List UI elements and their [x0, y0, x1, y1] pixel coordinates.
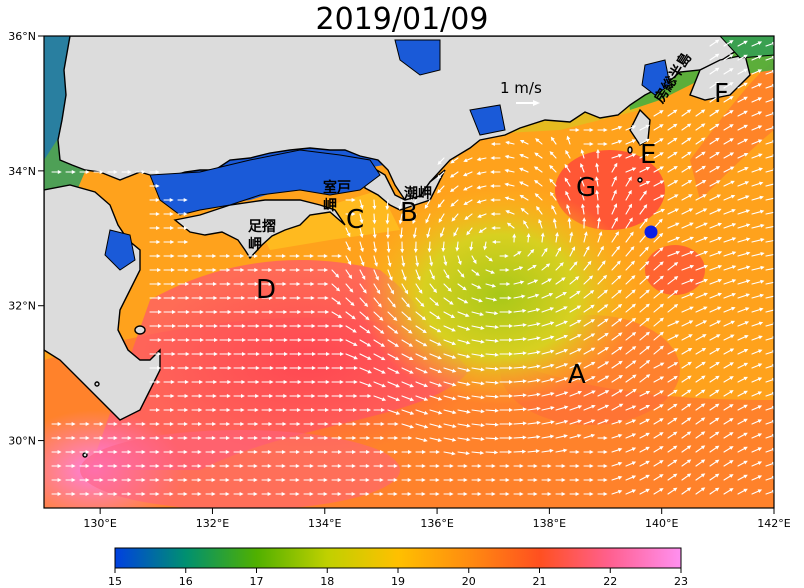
muroto-cape-label-line2: 岬 [323, 198, 337, 214]
region-label-d: D [256, 275, 276, 305]
y-tick-label: 36°N [8, 30, 36, 43]
colorbar-tick-label: 23 [674, 575, 688, 588]
observation-point-marker [644, 225, 658, 239]
y-axis: 36°N 34°N 32°N 30°N [8, 30, 44, 448]
colorbar-tick-label: 18 [320, 575, 334, 588]
muroto-cape-label-line1: 室戸 [323, 179, 351, 196]
x-tick-label: 132°E [196, 517, 229, 530]
colorbar-tick-label: 15 [108, 575, 122, 588]
current-vectors [51, 39, 774, 496]
colorbar-tick-label: 21 [533, 575, 547, 588]
sst-field [44, 36, 774, 508]
shiono-cape-label: 潮岬 [404, 185, 432, 202]
region-label-c: C [346, 205, 364, 235]
x-tick-label: 136°E [420, 517, 453, 530]
x-tick-label: 142°E [757, 517, 790, 530]
y-tick-label: 30°N [8, 435, 36, 448]
ashizuri-cape-label-line1: 足摺 [248, 219, 276, 235]
x-axis: 130°E 132°E 134°E 136°E 138°E 140°E 142°E [83, 508, 791, 530]
ashizuri-cape-label-line2: 岬 [248, 237, 262, 253]
colorbar-tick-label: 22 [603, 575, 617, 588]
x-tick-label: 140°E [645, 517, 678, 530]
map-frame [43, 35, 775, 509]
region-label-a: A [568, 360, 586, 390]
x-tick-label: 138°E [533, 517, 566, 530]
scale-arrow [516, 100, 540, 106]
y-tick-label: 34°N [8, 165, 36, 178]
y-tick-label: 32°N [8, 300, 36, 313]
region-label-f: F [714, 79, 729, 109]
x-tick-label: 130°E [83, 517, 116, 530]
map-title: 2019/01/09 [315, 2, 489, 37]
scale-label: 1 m/s [500, 79, 542, 97]
x-tick-label: 134°E [308, 517, 341, 530]
colorbar-tick-label: 17 [250, 575, 264, 588]
region-label-b: B [400, 198, 418, 228]
colorbar-ticks: 15 16 17 18 19 20 21 22 23 [108, 568, 688, 588]
colorbar [114, 547, 682, 569]
region-label-g: G [576, 173, 596, 203]
region-label-e: E [640, 140, 656, 170]
colorbar-tick-label: 16 [179, 575, 193, 588]
colorbar-tick-label: 19 [391, 575, 405, 588]
colorbar-tick-label: 20 [462, 575, 476, 588]
